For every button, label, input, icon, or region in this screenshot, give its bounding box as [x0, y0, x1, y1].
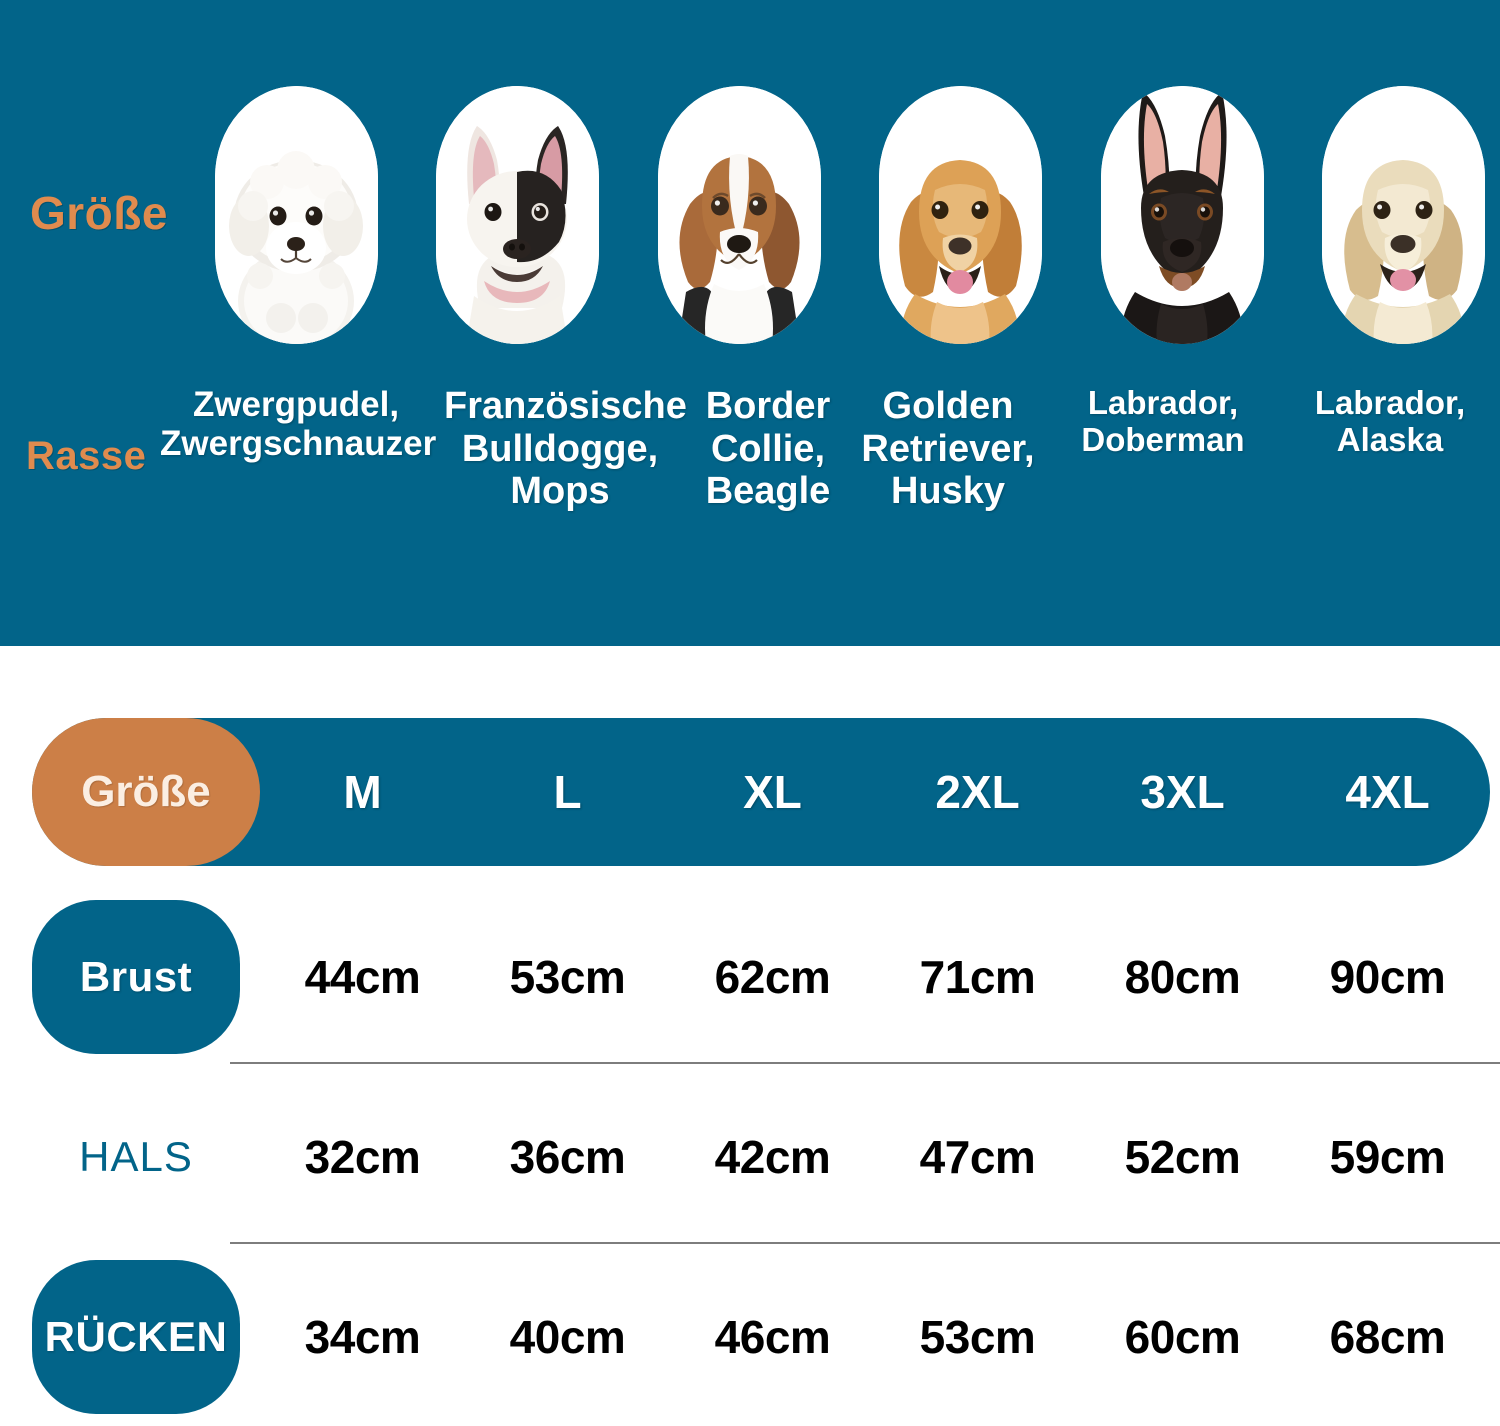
value-brust-4xl: 90cm: [1329, 951, 1446, 1003]
row-label-hals: HALS: [79, 1133, 193, 1180]
size-side-label: Größe: [30, 187, 168, 239]
size-header-row: Größe M L XL 2XL 3XL 4XL: [32, 718, 1490, 866]
size-label-2xl: 2XL: [935, 766, 1020, 818]
breed-name-6: Labrador, Alaska: [1314, 384, 1466, 458]
size-label-l: L: [553, 766, 582, 818]
size-column-l: L: [465, 765, 670, 819]
doberman-photo: [1100, 86, 1264, 344]
value-brust-l: 53cm: [509, 951, 626, 1003]
size-label-4xl: 4XL: [1345, 766, 1430, 818]
value-ruecken-3xl: 60cm: [1124, 1311, 1241, 1363]
row-label-brust: Brust: [79, 953, 193, 1000]
row-label-pill-brust: Brust: [32, 900, 240, 1054]
golden-retriever-photo: [879, 86, 1043, 344]
size-column-2xl: 2XL: [875, 765, 1080, 819]
row-separator-brust: [230, 1062, 1500, 1064]
value-hals-4xl: 59cm: [1329, 1131, 1446, 1183]
value-ruecken-2xl: 53cm: [919, 1311, 1036, 1363]
row-label-pill-hals: HALS: [32, 1080, 240, 1234]
bichon-poodle-photo: [215, 86, 378, 344]
size-column-4xl: 4XL: [1285, 765, 1490, 819]
value-brust-2xl: 71cm: [919, 951, 1036, 1003]
size-header-bar: [32, 718, 1490, 866]
breed-name-3: Border Collie, Beagle: [705, 385, 831, 513]
row-label-ruecken: RÜCKEN: [44, 1313, 228, 1360]
size-column-xl: XL: [670, 765, 875, 819]
value-ruecken-l: 40cm: [509, 1311, 626, 1363]
value-hals-l: 36cm: [509, 1131, 626, 1183]
size-column-3xl: 3XL: [1080, 765, 1285, 819]
value-hals-m: 32cm: [304, 1131, 421, 1183]
measurement-row-hals: HALS 32cm 36cm 42cm 47cm 52cm 59cm: [32, 1072, 1500, 1252]
size-label-m: M: [343, 766, 382, 818]
value-hals-2xl: 47cm: [919, 1131, 1036, 1183]
value-hals-xl: 42cm: [714, 1131, 831, 1183]
breed-name-4: Golden Retriever, Husky: [861, 385, 1035, 513]
breed-name-5: Labrador, Doberman: [1081, 384, 1245, 458]
measurement-row-brust: Brust 44cm 53cm 62cm 71cm 80cm 90cm: [32, 892, 1500, 1072]
dog-photo-strip: [215, 86, 1485, 348]
measurement-row-ruecken: RÜCKEN 34cm 40cm 46cm 53cm 60cm 68cm: [32, 1252, 1490, 1426]
value-columns-ruecken: 34cm 40cm 46cm 53cm 60cm 68cm: [260, 1252, 1490, 1422]
breed-name-row: Zwergpudel, Zwergschnauzer Französische …: [160, 384, 1490, 545]
size-column-m: M: [260, 765, 465, 819]
value-brust-3xl: 80cm: [1124, 951, 1241, 1003]
size-label-xl: XL: [743, 766, 802, 818]
labrador-photo: [1321, 86, 1485, 344]
french-bulldog-photo: [436, 86, 600, 344]
size-header-pill: Größe: [32, 718, 260, 866]
value-ruecken-xl: 46cm: [714, 1311, 831, 1363]
row-separator-hals: [230, 1242, 1500, 1244]
size-label-3xl: 3XL: [1140, 766, 1225, 818]
value-ruecken-4xl: 68cm: [1329, 1311, 1446, 1363]
value-brust-xl: 62cm: [714, 951, 831, 1003]
size-columns: M L XL 2XL 3XL 4XL: [260, 718, 1490, 866]
beagle-photo: [657, 86, 821, 344]
breed-name-1: Zwergpudel, Zwergschnauzer: [160, 385, 437, 464]
breed-panel: Größe Rasse: [0, 0, 1500, 646]
value-columns-brust: 44cm 53cm 62cm 71cm 80cm 90cm: [260, 892, 1490, 1062]
breed-name-2: Französische Bulldogge, Mops: [444, 385, 687, 513]
value-brust-m: 44cm: [304, 951, 421, 1003]
value-ruecken-m: 34cm: [304, 1311, 421, 1363]
breed-side-label: Rasse: [26, 434, 147, 478]
value-hals-3xl: 52cm: [1124, 1131, 1241, 1183]
value-columns-hals: 32cm 36cm 42cm 47cm 52cm 59cm: [260, 1072, 1490, 1242]
size-measurement-table: Größe M L XL 2XL 3XL 4XL Brust 44cm 53cm…: [0, 646, 1500, 1426]
row-label-pill-ruecken: RÜCKEN: [32, 1260, 240, 1414]
size-header-label: Größe: [81, 767, 211, 816]
